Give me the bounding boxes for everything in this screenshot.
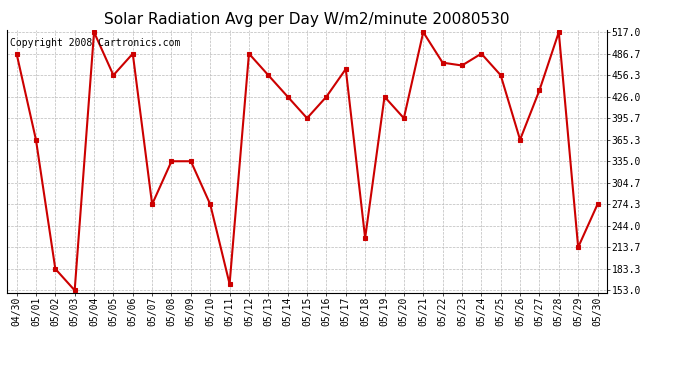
Text: Copyright 2008 Cartronics.com: Copyright 2008 Cartronics.com	[10, 38, 180, 48]
Title: Solar Radiation Avg per Day W/m2/minute 20080530: Solar Radiation Avg per Day W/m2/minute …	[104, 12, 510, 27]
